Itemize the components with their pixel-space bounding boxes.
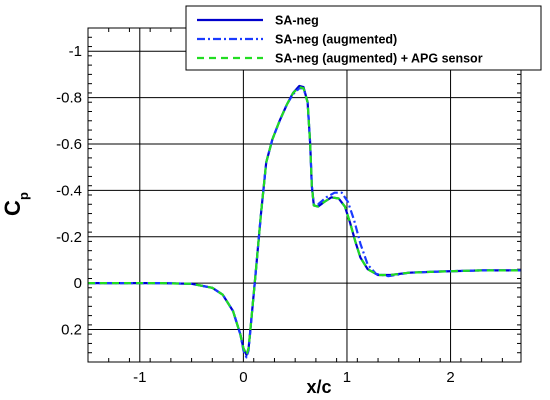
y-tick-labels: -1 -0.8 -0.6 -0.4 -0.2 0 0.2	[56, 43, 82, 338]
x-tick-label: -1	[133, 369, 146, 386]
x-axis-title: x/c	[306, 377, 331, 397]
legend-label-3: SA-neg (augmented) + APG sensor	[275, 52, 483, 66]
y-tick-label: 0	[74, 275, 82, 292]
y-tick-label: -1	[69, 43, 82, 60]
y-tick-label: -0.6	[56, 136, 82, 153]
y-tick-label: 0.2	[61, 322, 82, 339]
y-axis-title-subscript: p	[16, 192, 31, 200]
legend: SA-neg SA-neg (augmented) SA-neg (augmente…	[185, 5, 542, 71]
series-layer	[88, 84, 521, 359]
legend-label-2: SA-neg (augmented)	[275, 33, 397, 47]
minor-ticks	[87, 27, 521, 362]
plot-frame	[87, 27, 522, 363]
series-line-1	[88, 84, 521, 357]
x-tick-labels: -1 0 1 2	[133, 369, 455, 386]
y-tick-label: -0.4	[56, 182, 82, 199]
grid-lines	[88, 28, 521, 362]
x-tick-label: 1	[343, 369, 351, 386]
series-line-3	[88, 86, 521, 357]
y-tick-label: -0.2	[56, 229, 82, 246]
y-axis-title: C p	[0, 192, 31, 216]
x-tick-label: 0	[239, 369, 247, 386]
series-line-2	[88, 87, 521, 359]
y-tick-label: -0.8	[56, 90, 82, 107]
legend-label-1: SA-neg	[275, 14, 319, 28]
y-axis-title-main: C	[0, 200, 25, 216]
x-tick-label: 2	[446, 369, 454, 386]
